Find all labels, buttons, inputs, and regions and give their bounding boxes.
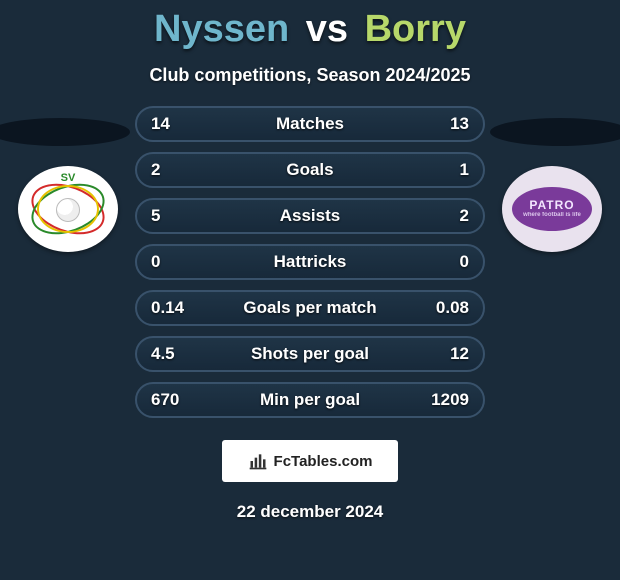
stat-row: 4.5Shots per goal12 xyxy=(135,336,485,372)
stat-row: 670Min per goal1209 xyxy=(135,382,485,418)
stat-row: 0Hattricks0 xyxy=(135,244,485,280)
stat-left-value: 5 xyxy=(151,206,160,226)
stat-left-value: 14 xyxy=(151,114,170,134)
snapshot-date: 22 december 2024 xyxy=(0,502,620,522)
club-badge-left xyxy=(18,166,118,252)
stat-right-value: 1 xyxy=(460,160,469,180)
brand-label: FcTables.com xyxy=(274,453,373,470)
player-shadow-left xyxy=(0,118,130,146)
stat-left-value: 0.14 xyxy=(151,298,184,318)
stat-left-value: 670 xyxy=(151,390,179,410)
stat-left-value: 2 xyxy=(151,160,160,180)
stat-label: Goals xyxy=(137,160,483,180)
club-logo-right: PATRO where football is life xyxy=(502,166,602,252)
stat-right-value: 0.08 xyxy=(436,298,469,318)
stat-right-value: 2 xyxy=(460,206,469,226)
stat-right-value: 0 xyxy=(460,252,469,272)
player-shadow-right xyxy=(490,118,620,146)
subtitle: Club competitions, Season 2024/2025 xyxy=(0,65,620,86)
stat-left-value: 0 xyxy=(151,252,160,272)
vs-separator: vs xyxy=(306,8,348,50)
stat-row: 0.14Goals per match0.08 xyxy=(135,290,485,326)
player-right-name: Borry xyxy=(365,8,466,50)
stats-table: 14Matches132Goals15Assists20Hattricks00.… xyxy=(135,106,485,418)
club-logo-left xyxy=(18,166,118,252)
stat-right-value: 12 xyxy=(450,344,469,364)
stat-label: Hattricks xyxy=(137,252,483,272)
stat-label: Shots per goal xyxy=(137,344,483,364)
chart-icon xyxy=(248,451,268,471)
stat-row: 14Matches13 xyxy=(135,106,485,142)
comparison-body: PATRO where football is life 14Matches13… xyxy=(0,106,620,418)
club-badge-right: PATRO where football is life xyxy=(502,166,602,252)
stat-right-value: 1209 xyxy=(431,390,469,410)
club-right-bot: where football is life xyxy=(523,212,581,219)
stat-row: 2Goals1 xyxy=(135,152,485,188)
club-right-top: PATRO xyxy=(529,199,574,212)
comparison-title: Nyssen vs Borry xyxy=(0,0,620,51)
brand-badge: FcTables.com xyxy=(222,440,398,482)
stat-left-value: 4.5 xyxy=(151,344,175,364)
player-left-name: Nyssen xyxy=(154,8,289,50)
stat-row: 5Assists2 xyxy=(135,198,485,234)
stat-label: Matches xyxy=(137,114,483,134)
stat-label: Assists xyxy=(137,206,483,226)
stat-right-value: 13 xyxy=(450,114,469,134)
stat-label: Goals per match xyxy=(137,298,483,318)
